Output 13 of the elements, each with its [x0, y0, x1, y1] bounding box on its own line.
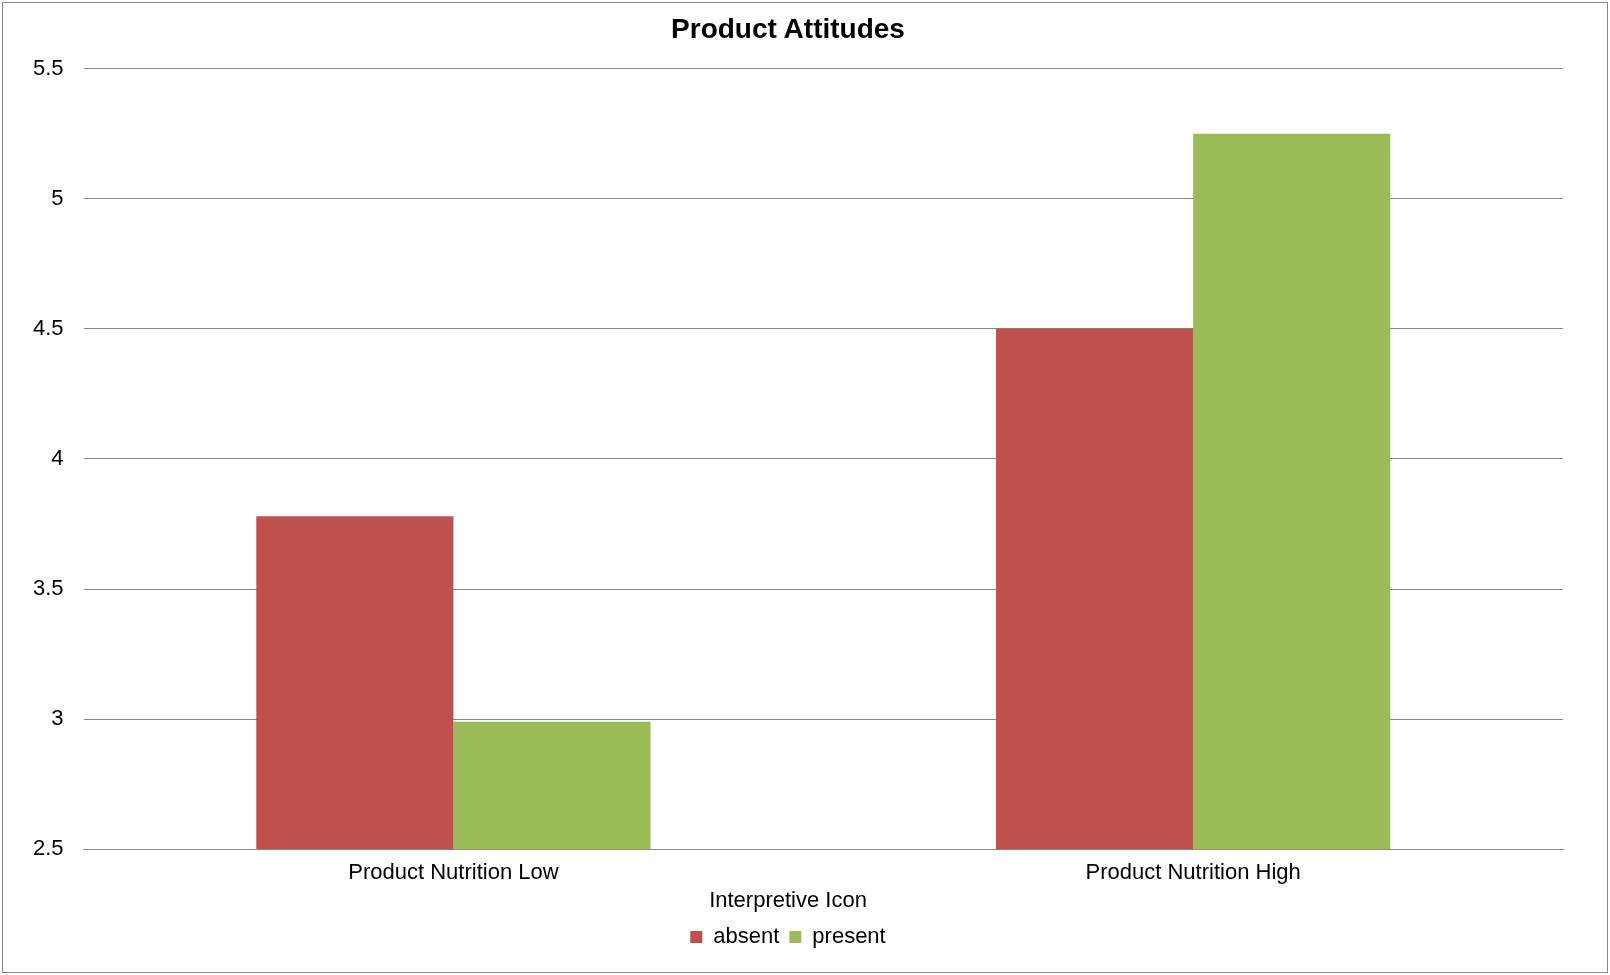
y-tick-label: 5: [51, 184, 64, 210]
y-tick-label: 5.5: [32, 54, 64, 80]
x-tick-label: Product Nutrition High: [1085, 859, 1301, 885]
y-tick-label: 3.5: [32, 575, 64, 601]
chart-title: Product Attitudes: [671, 12, 905, 44]
y-tick-label: 4.5: [32, 314, 64, 340]
y-tick-label: 2.5: [32, 835, 64, 861]
y-tick-label: 3: [51, 705, 64, 731]
legend-title: Interpretive Icon: [709, 886, 867, 912]
y-tick-label: 4: [51, 444, 64, 470]
legend-label: present: [812, 923, 886, 949]
legend-label: absent: [713, 923, 780, 949]
x-tick-label: Product Nutrition Low: [348, 859, 559, 885]
